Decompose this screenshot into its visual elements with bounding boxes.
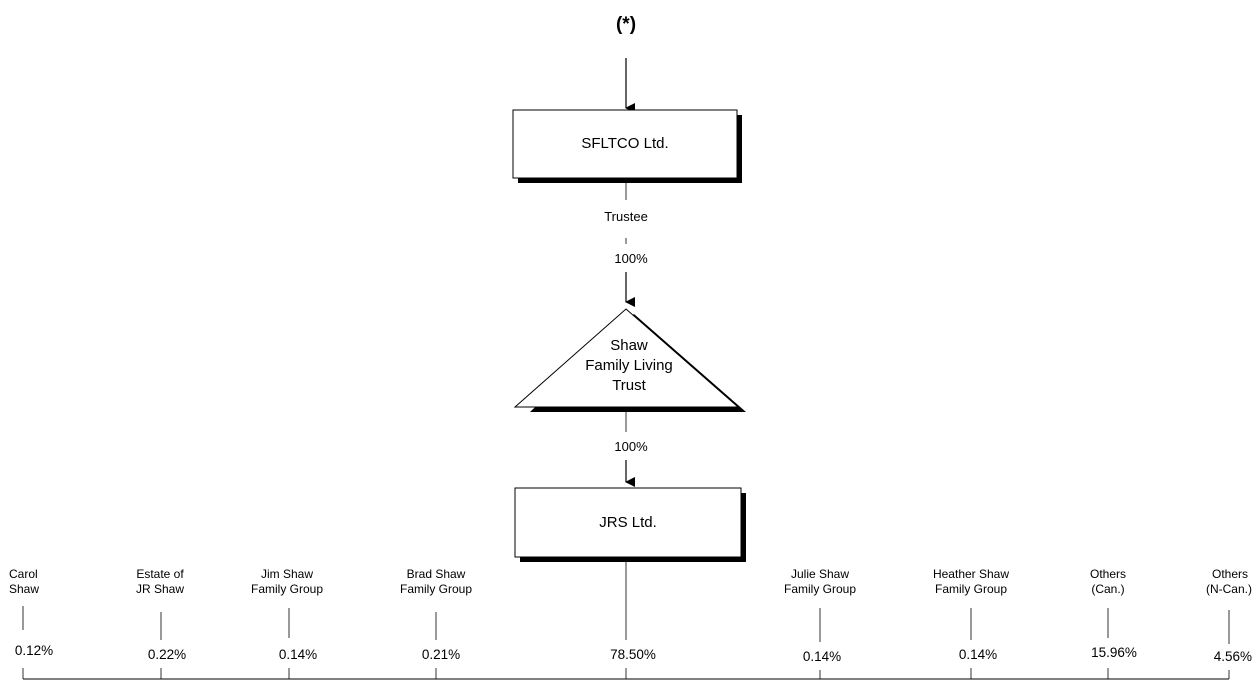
shareholder-name-line-1: Estate of — [136, 567, 184, 581]
sfltco-label: SFLTCO Ltd. — [581, 135, 668, 152]
trust-node: Shaw Family Living Trust — [513, 308, 746, 412]
shareholder-name-line-2: JR Shaw — [136, 582, 184, 596]
shareholder-name-line-2: Shaw — [9, 582, 39, 596]
shareholder-others-non-canadian: Others (N-Can.) 4.56% — [1206, 567, 1252, 679]
shareholder-name-line-1: Carol — [9, 567, 38, 581]
jrs-node: JRS Ltd. — [514, 487, 746, 562]
shareholder-estate-of-jr-shaw: Estate of JR Shaw 0.22% — [136, 567, 186, 679]
trust-ownership-percent: 100% — [614, 251, 648, 266]
shareholder-percent: 0.14% — [959, 647, 997, 662]
shareholder-name-line-2: (N-Can.) — [1206, 582, 1252, 596]
shareholder-percent: 0.21% — [422, 647, 460, 662]
shareholder-name-line-1: Others — [1090, 567, 1126, 581]
sfltco-node: SFLTCO Ltd. — [512, 109, 742, 183]
shareholder-percent: 0.14% — [803, 649, 841, 664]
shareholder-name-line-2: Family Group — [400, 582, 472, 596]
top-marker: (*) — [616, 14, 636, 35]
trust-label-line-1: Shaw — [610, 337, 648, 354]
jrs-label: JRS Ltd. — [599, 514, 657, 531]
shareholder-name-line-2: Family Group — [784, 582, 856, 596]
shareholder-heather-shaw-family-group: Heather Shaw Family Group 0.14% — [933, 567, 1009, 679]
shareholder-jim-shaw-family-group: Jim Shaw Family Group 0.14% — [251, 567, 323, 679]
trustee-label: Trustee — [604, 209, 648, 224]
shareholder-others-canadian: Others (Can.) 15.96% — [1090, 567, 1137, 679]
jrs-ownership-percent: 100% — [614, 439, 648, 454]
shareholder-brad-shaw-family-group: Brad Shaw Family Group 0.21% — [400, 567, 472, 679]
shareholder-name-line-2: Family Group — [935, 582, 1007, 596]
shareholder-percent: 78.50% — [610, 647, 656, 662]
shareholder-name-line-1: Others — [1212, 567, 1248, 581]
shareholder-percent: 4.56% — [1214, 649, 1252, 664]
shareholder-julie-shaw-family-group: Julie Shaw Family Group 0.14% — [784, 567, 856, 679]
shareholder-name-line-2: Family Group — [251, 582, 323, 596]
shareholder-carol-shaw: Carol Shaw 0.12% — [9, 567, 53, 679]
shareholder-name-line-2: (Can.) — [1091, 582, 1124, 596]
shareholder-percent: 0.22% — [148, 647, 186, 662]
shareholder-jrs-ltd-holding: 78.50% — [610, 647, 656, 679]
shareholder-percent: 0.14% — [279, 647, 317, 662]
trust-label-line-3: Trust — [612, 377, 646, 394]
shareholder-name-line-1: Julie Shaw — [791, 567, 849, 581]
shareholder-percent: 15.96% — [1091, 645, 1137, 660]
shareholder-name-line-1: Jim Shaw — [261, 567, 313, 581]
shareholder-name-line-1: Brad Shaw — [407, 567, 466, 581]
shareholder-percent: 0.12% — [15, 643, 53, 658]
trust-label-line-2: Family Living — [585, 357, 673, 374]
shareholder-name-line-1: Heather Shaw — [933, 567, 1009, 581]
